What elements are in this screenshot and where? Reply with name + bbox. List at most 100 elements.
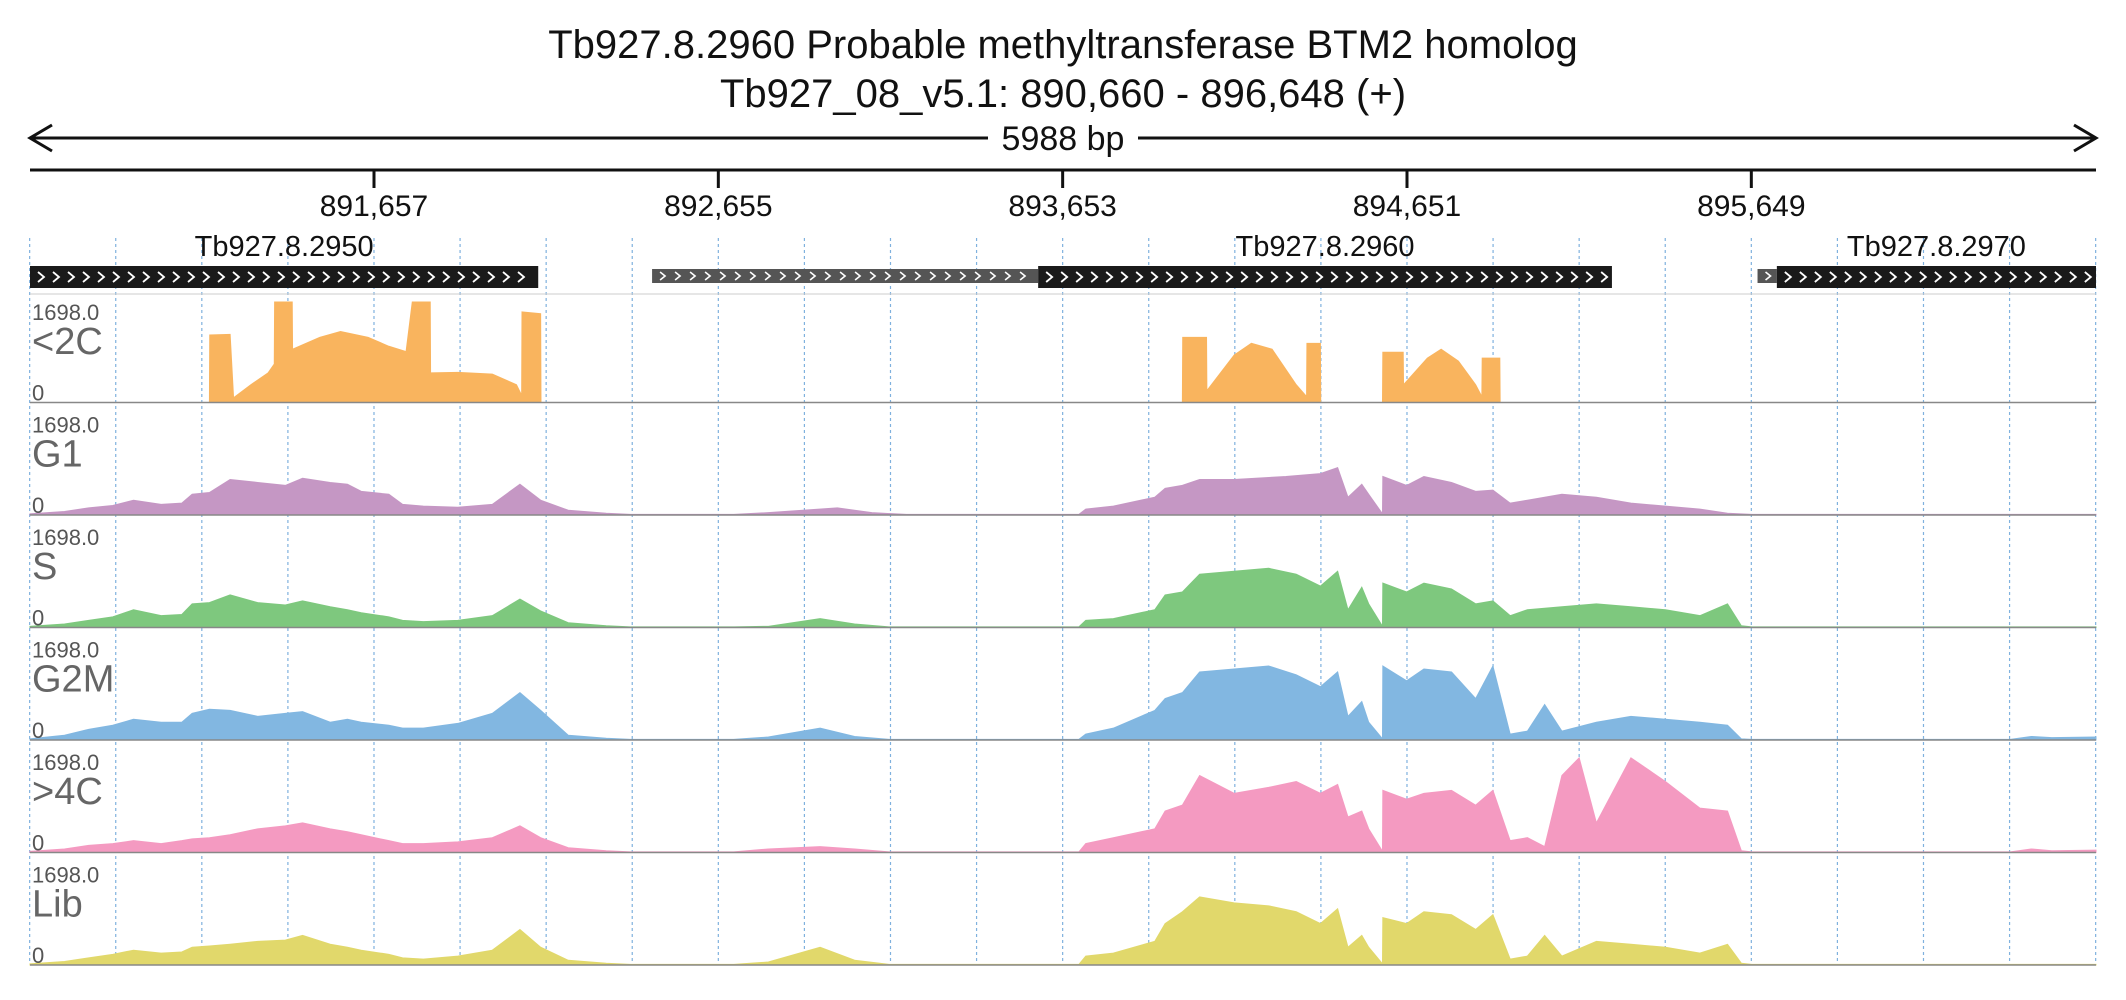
strand-chevron (1300, 271, 1309, 283)
coverage-track: 1698.0G1 0 (29, 413, 2097, 518)
axis-tick-label: 894,651 (1353, 190, 1461, 223)
strand-chevron (1570, 271, 1579, 283)
span-arrow-right-head (2073, 123, 2099, 153)
gene-label: Tb927.8.2960 (1236, 231, 1415, 263)
track-max-label: 1698.0 (32, 863, 99, 888)
strand-chevron (1360, 271, 1369, 283)
strand-chevron (97, 271, 106, 283)
strand-chevron (1195, 271, 1204, 283)
strand-chevron (1105, 271, 1114, 283)
track-min-label: 0 (32, 606, 44, 631)
strand-chevron (1765, 271, 1772, 281)
strand-chevron (749, 271, 757, 281)
strand-chevron (187, 271, 196, 283)
strand-chevron (794, 271, 802, 281)
strand-chevron (1889, 271, 1898, 283)
strand-chevron (337, 271, 346, 283)
span-length-label: 5988 bp (1002, 120, 1125, 158)
strand-chevron (1949, 271, 1958, 283)
strand-chevron (1285, 271, 1294, 283)
strand-chevron (2054, 271, 2063, 283)
strand-chevron (944, 271, 952, 281)
strand-chevron (412, 271, 421, 283)
strand-chevron (1525, 271, 1534, 283)
strand-chevron (1315, 271, 1324, 283)
coverage-area (29, 756, 2097, 854)
strand-chevron (262, 271, 271, 283)
strand-chevron (1859, 271, 1868, 283)
strand-chevron (989, 271, 997, 281)
coverage-track: 1698.0S 0 (29, 525, 2097, 631)
strand-chevron (959, 271, 967, 281)
strand-chevron (1090, 271, 1099, 283)
coverage-track: 1698.0<2C 0 (30, 300, 2096, 406)
strand-chevron (1814, 271, 1823, 283)
strand-chevron (674, 271, 682, 281)
strand-chevron (1919, 271, 1928, 283)
strand-chevron (427, 271, 436, 283)
strand-chevron (487, 271, 496, 283)
strand-chevron (1510, 271, 1519, 283)
strand-chevron (1210, 271, 1219, 283)
axis-tick-label: 893,653 (1008, 190, 1116, 223)
strand-chevron (1270, 271, 1279, 283)
strand-chevron (217, 271, 226, 283)
strand-chevron (1075, 271, 1084, 283)
strand-chevron (1060, 271, 1069, 283)
strand-chevron (202, 271, 211, 283)
coverage-area (29, 896, 2097, 966)
strand-chevron (1829, 271, 1838, 283)
strand-chevron (1420, 271, 1429, 283)
strand-chevron (472, 271, 481, 283)
track-min-label: 0 (32, 381, 44, 406)
coverage-track: 1698.0>4C 0 (29, 750, 2097, 856)
coverage-area (29, 664, 2097, 741)
strand-chevron (809, 271, 817, 281)
strand-chevron (1874, 271, 1883, 283)
coverage-tracks: 1698.0<2C01698.0G101698.0S01698.0G2M0169… (29, 300, 2097, 968)
strand-chevron (1540, 271, 1549, 283)
strand-chevron (1784, 271, 1793, 283)
strand-chevron (307, 271, 316, 283)
coverage-area (29, 567, 2097, 629)
axis-tick-label: 892,655 (664, 190, 772, 223)
grid-lines (29, 238, 2097, 962)
strand-chevron (1180, 271, 1189, 283)
strand-chevron (1225, 271, 1234, 283)
strand-chevron (382, 271, 391, 283)
strand-chevron (352, 271, 361, 283)
strand-chevron (157, 271, 166, 283)
strand-chevron (1994, 271, 2003, 283)
track-name-label: Lib (32, 884, 83, 926)
strand-chevron (839, 271, 847, 281)
strand-chevron (1844, 271, 1853, 283)
strand-chevron (1390, 271, 1399, 283)
strand-chevron (142, 271, 151, 283)
track-min-label: 0 (32, 493, 44, 518)
strand-chevron (37, 271, 46, 283)
strand-chevron (292, 271, 301, 283)
strand-chevron (1405, 271, 1414, 283)
strand-chevron (1600, 271, 1609, 283)
gene-label: Tb927.8.2970 (1847, 231, 2026, 263)
strand-chevron (1904, 271, 1913, 283)
strand-chevron (457, 271, 466, 283)
strand-chevron (1934, 271, 1943, 283)
strand-chevron (1345, 271, 1354, 283)
gene-utr-bar (1757, 269, 1777, 283)
strand-chevron (442, 271, 451, 283)
strand-chevron (52, 271, 61, 283)
strand-chevron (1480, 271, 1489, 283)
strand-chevron (1150, 271, 1159, 283)
track-min-label: 0 (32, 718, 44, 743)
strand-chevron (974, 271, 982, 281)
strand-chevron (1465, 271, 1474, 283)
strand-chevron (1964, 271, 1973, 283)
strand-chevron (899, 271, 907, 281)
track-name-label: >4C (32, 771, 103, 813)
strand-chevron (659, 271, 667, 281)
gene-cds-bar (1776, 266, 2096, 288)
strand-chevron (779, 271, 787, 281)
